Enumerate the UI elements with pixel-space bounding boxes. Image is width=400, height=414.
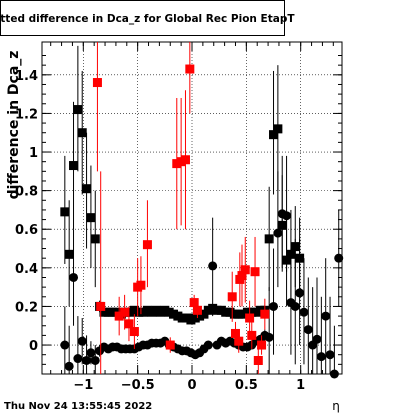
y-tick-label: 0.6	[15, 223, 38, 238]
data-point-circle	[203, 340, 213, 350]
data-point-circle	[90, 355, 100, 365]
data-point-circle	[82, 355, 92, 365]
data-point-circle	[299, 307, 309, 317]
data-point-circle	[282, 211, 292, 221]
data-point-square	[257, 340, 267, 350]
data-point-square	[192, 305, 202, 315]
x-axis-label: η	[332, 399, 340, 413]
x-tick-label: 0	[187, 378, 196, 393]
y-tick-label: 0	[29, 339, 38, 354]
axis-layer: −1 −0.5 0 0.5 1 0 0.2 0.4 0.6 0.8 1 1.2 1.4	[15, 42, 342, 393]
y-tick-label: 0.2	[15, 300, 38, 315]
data-point-circle	[86, 348, 96, 358]
data-point-circle	[64, 361, 74, 371]
x-tick-label: 1	[296, 378, 305, 393]
series-layer	[60, 42, 344, 379]
data-point-square	[86, 213, 96, 223]
data-point-square	[129, 327, 139, 337]
data-point-circle	[316, 352, 326, 362]
data-point-circle	[77, 336, 87, 346]
data-point-circle	[321, 311, 331, 321]
data-point-square	[165, 340, 175, 350]
footer-timestamp: Thu Nov 24 13:55:45 2022	[4, 401, 152, 412]
data-point-circle	[264, 332, 274, 342]
data-point-circle	[273, 228, 283, 238]
series-group	[92, 42, 270, 374]
data-point-square	[240, 265, 250, 275]
data-point-square	[185, 64, 195, 74]
data-point-square	[120, 307, 130, 317]
data-point-square	[69, 161, 79, 171]
data-point-square	[264, 234, 274, 244]
y-tick-label: 0.8	[15, 185, 38, 200]
data-point-circle	[73, 354, 83, 364]
data-point-square	[64, 249, 74, 259]
data-point-square	[82, 184, 92, 194]
data-point-circle	[295, 288, 305, 298]
data-point-square	[142, 240, 152, 250]
data-point-square	[269, 130, 279, 140]
data-point-circle	[329, 369, 339, 379]
x-tick-label: −1	[73, 378, 93, 393]
data-point-square	[230, 328, 240, 338]
data-point-square	[90, 234, 100, 244]
data-point-square	[180, 155, 190, 165]
data-point-square	[77, 128, 87, 138]
data-point-square	[124, 319, 134, 329]
data-point-circle	[69, 272, 79, 282]
data-point-square	[250, 267, 260, 277]
data-point-circle	[312, 334, 322, 344]
y-tick-label: 1.2	[15, 107, 38, 122]
data-point-square	[189, 298, 199, 308]
x-tick-label: −0.5	[121, 378, 155, 393]
data-point-square	[273, 124, 283, 134]
title-box	[0, 0, 285, 36]
data-point-square	[260, 309, 270, 319]
data-point-circle	[60, 340, 70, 350]
data-point-square	[234, 336, 244, 346]
x-tick-label: 0.5	[235, 378, 258, 393]
data-point-square	[96, 301, 106, 311]
y-tick-label: 1.4	[15, 69, 38, 84]
data-point-circle	[269, 301, 279, 311]
data-point-square	[245, 313, 255, 323]
data-point-square	[60, 207, 70, 217]
data-point-square	[73, 105, 83, 115]
data-point-square	[227, 292, 237, 302]
data-point-square	[114, 311, 124, 321]
data-point-circle	[290, 301, 300, 311]
chart-title: Fitted difference in Dca_z for Global Re…	[0, 13, 295, 25]
data-point-square	[253, 355, 263, 365]
y-tick-label: 1	[29, 146, 38, 161]
data-point-square	[235, 274, 245, 284]
data-point-circle	[208, 261, 218, 271]
y-tick-label: 0.4	[15, 262, 38, 277]
data-point-circle	[303, 325, 313, 335]
y-axis-label: difference in Dca_z	[6, 51, 22, 200]
data-point-square	[247, 330, 257, 340]
data-point-square	[92, 78, 102, 88]
data-point-square	[136, 280, 146, 290]
data-point-circle	[325, 350, 335, 360]
